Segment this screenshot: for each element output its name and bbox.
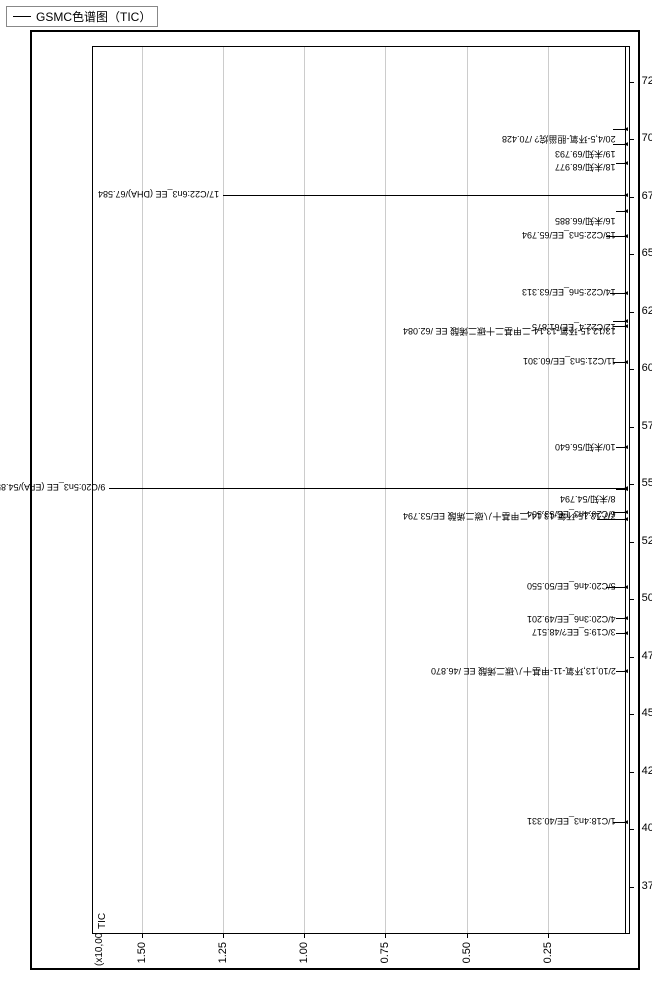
peak-marker-icon: ▸ xyxy=(624,289,628,298)
peak-label: 3/C19:5_EE?/48.517 xyxy=(532,627,616,637)
gridline xyxy=(142,47,143,933)
time-tick-label: 52.5 xyxy=(642,535,652,547)
time-tick-label: 42.5 xyxy=(642,765,652,777)
intensity-tick-label: 1.00 xyxy=(298,942,310,963)
peak-marker-icon: ▸ xyxy=(624,125,628,134)
peak-label: 15/C22:5n3_EE/65.794 xyxy=(522,230,616,240)
peak-marker-icon: ▸ xyxy=(624,191,628,200)
time-tick-mark xyxy=(629,887,634,888)
gridline xyxy=(385,47,386,933)
time-tick-mark xyxy=(629,197,634,198)
time-tick-label: 37.5 xyxy=(642,880,652,892)
peak-marker-icon: ▸ xyxy=(624,629,628,638)
time-tick-label: 65.0 xyxy=(642,247,652,259)
time-tick-mark xyxy=(629,312,634,313)
legend-line-icon xyxy=(13,16,31,17)
peak-label: 1/C18:4n3_EE/40.331 xyxy=(527,816,616,826)
peak-label: 18/未知/68.977 xyxy=(555,161,616,174)
gridline xyxy=(467,47,468,933)
peak-label: 11/C21:5n3_EE/60.301 xyxy=(523,356,616,366)
time-tick-label: 45.0 xyxy=(642,707,652,719)
peak-label: 17/C22:6n3_EE (DHA)/67.584 xyxy=(98,189,219,199)
time-tick-label: 72.5 xyxy=(642,75,652,87)
ytick-mark xyxy=(304,933,305,938)
peak-marker-icon: ▸ xyxy=(624,818,628,827)
peak-label: 19/未知/69.793 xyxy=(555,148,616,161)
time-tick-label: 70.0 xyxy=(642,132,652,144)
time-tick-label: 47.5 xyxy=(642,650,652,662)
ytick-mark xyxy=(223,933,224,938)
time-tick-label: 50.0 xyxy=(642,592,652,604)
intensity-tick-label: 1.50 xyxy=(136,942,148,963)
chart-area: TIC 0.250.500.751.001.251.5037.540.042.5… xyxy=(92,46,630,934)
legend: GSMC色谱图（TIC） xyxy=(6,6,158,27)
peak-label: 7/7,12,15-环氧-13,14-二甲基十八碳二烯酸 EE/53.794 xyxy=(403,510,616,523)
time-tick-label: 55.0 xyxy=(642,477,652,489)
peak xyxy=(109,488,626,489)
gridline xyxy=(223,47,224,933)
peak-marker-icon: ▸ xyxy=(624,508,628,517)
page: GSMC色谱图（TIC） (x10,000,000) TIC 0.250.500… xyxy=(0,0,652,1000)
time-tick-mark xyxy=(629,657,634,658)
time-tick-mark xyxy=(629,829,634,830)
time-tick-label: 60.0 xyxy=(642,362,652,374)
intensity-tick-label: 1.25 xyxy=(217,942,229,963)
peak-label: 5/C20:4n6_EE/50.550 xyxy=(527,581,616,591)
peak-marker-icon: ▸ xyxy=(624,207,628,216)
intensity-tick-label: 0.75 xyxy=(379,942,391,963)
ytick-mark xyxy=(142,933,143,938)
time-tick-label: 67.5 xyxy=(642,190,652,202)
peak-label: 14/C22:5n6_EE/63.313 xyxy=(522,287,616,297)
peak-marker-icon: ▸ xyxy=(624,443,628,452)
peak-label: 4/C20:3n6_EE/49.201 xyxy=(527,614,616,624)
peak-marker-icon: ▸ xyxy=(624,317,628,326)
peak-marker-icon: ▸ xyxy=(624,140,628,149)
time-tick-mark xyxy=(629,542,634,543)
gridline xyxy=(304,47,305,933)
intensity-tick-label: 0.50 xyxy=(461,942,473,963)
time-tick-label: 57.5 xyxy=(642,420,652,432)
peak-label: 20/4,5-环氧-胆甾烷? /70.428 xyxy=(502,133,616,146)
peak-label: 16/未知/66.885 xyxy=(555,215,616,228)
peak-label: 13/12,15-环氧-13,14-二甲基二十碳二烯酸 EE /62.084 xyxy=(403,325,616,338)
peak-marker-icon: ▸ xyxy=(624,484,628,493)
legend-title: GSMC色谱图（TIC） xyxy=(36,8,151,25)
ytick-mark xyxy=(385,933,386,938)
peak-label: 10/未知/56.640 xyxy=(555,441,616,454)
time-tick-label: 40.0 xyxy=(642,822,652,834)
ytick-mark xyxy=(467,933,468,938)
peak-marker-icon: ▸ xyxy=(624,358,628,367)
time-tick-mark xyxy=(629,599,634,600)
peak-marker-icon: ▸ xyxy=(624,614,628,623)
peak-marker-icon: ▸ xyxy=(624,159,628,168)
peak-label: 9/C20:5n3_EE (EPA)/54.855 xyxy=(0,482,105,492)
peak-label: 2/10,13,环氧-11-甲基十八碳二烯酸 EE /46.870 xyxy=(431,665,616,678)
peak xyxy=(223,195,626,196)
peak-marker-icon: ▸ xyxy=(624,667,628,676)
peak-label: 8/未知/54.794 xyxy=(560,493,616,506)
time-tick-mark xyxy=(629,484,634,485)
peak-marker-icon: ▸ xyxy=(624,583,628,592)
time-tick-mark xyxy=(629,139,634,140)
time-tick-mark xyxy=(629,427,634,428)
time-tick-mark xyxy=(629,714,634,715)
intensity-tick-label: 0.25 xyxy=(542,942,554,963)
time-tick-mark xyxy=(629,82,634,83)
time-tick-mark xyxy=(629,254,634,255)
time-tick-mark xyxy=(629,369,634,370)
peak-marker-icon: ▸ xyxy=(624,232,628,241)
ytick-mark xyxy=(548,933,549,938)
time-tick-mark xyxy=(629,772,634,773)
time-tick-label: 62.5 xyxy=(642,305,652,317)
gridline xyxy=(548,47,549,933)
chart-frame: (x10,000,000) TIC 0.250.500.751.001.251.… xyxy=(30,30,640,970)
